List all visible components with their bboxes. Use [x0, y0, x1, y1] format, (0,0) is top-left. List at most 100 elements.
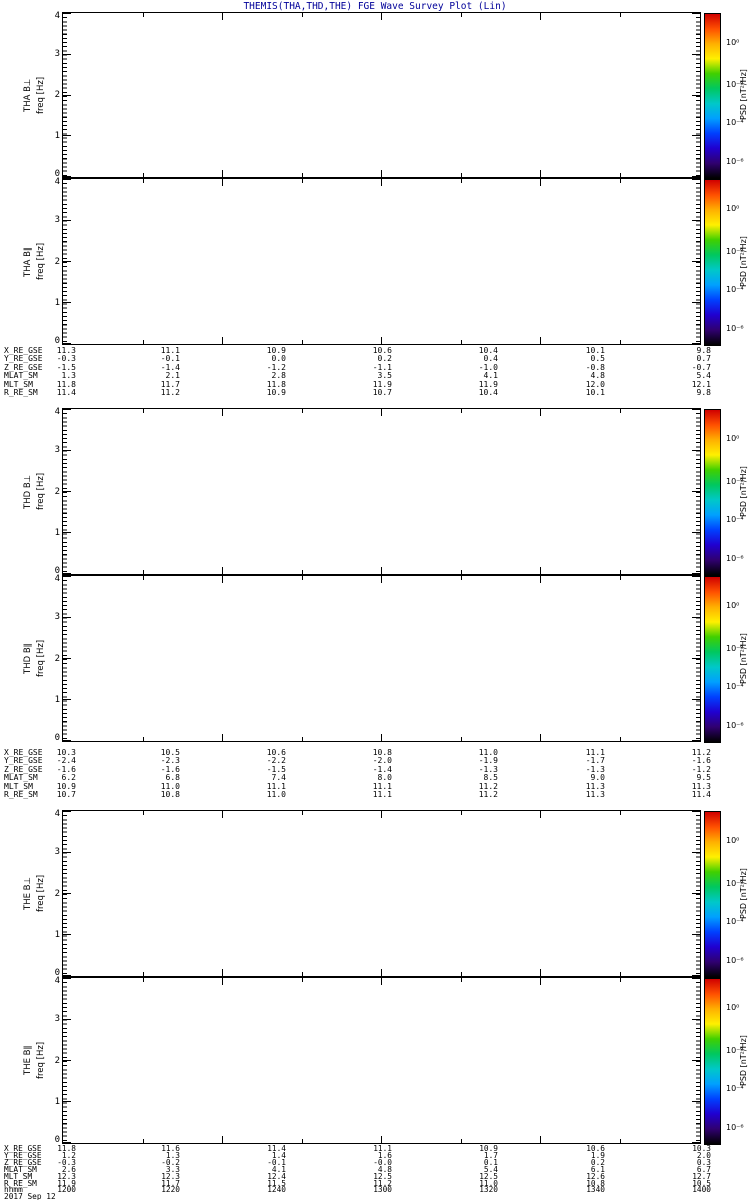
x-major-tick-bottom: [381, 969, 382, 976]
y-major-tick-left: [63, 978, 71, 979]
ephemeris-value: -1.6: [56, 764, 76, 774]
y-major-tick-left: [63, 852, 71, 853]
freq-axis-label: freq [Hz]: [36, 874, 46, 913]
ephemeris-row: Y_RE_GSE 1.2 1.3 1.4 1.6 1.7 1.9 2.0: [0, 1150, 750, 1162]
colorbar-tick-label: 10⁰: [726, 434, 740, 443]
y-major-tick-right: [692, 852, 700, 853]
colorbar-tick-label: 10⁰: [726, 1003, 740, 1012]
ephemeris-value: 12.3: [57, 1171, 76, 1181]
ephemeris-value: 10.5: [160, 748, 180, 757]
y-major-tick-right: [692, 532, 700, 533]
y-major-tick-right: [692, 302, 700, 303]
freq-axis-label: freq [Hz]: [36, 76, 46, 114]
ephemeris-value: 10.6: [372, 346, 392, 355]
colorbar-tick-label: 10⁻⁶: [726, 157, 744, 166]
x-minor-tick-top: [620, 811, 621, 815]
ephemeris-value: 6.8: [165, 773, 180, 783]
x-minor-tick-bottom: [302, 1139, 303, 1143]
ephemeris-value: -1.2: [691, 764, 711, 774]
y-major-tick-left: [63, 13, 71, 14]
x-major-tick-top: [222, 576, 223, 583]
y-tick-label: 1: [54, 1096, 60, 1107]
x-major-tick-bottom: [381, 734, 382, 741]
colorbar-tick-label: 10⁻²: [726, 247, 744, 256]
ephemeris-row-label: MLAT_SM: [4, 773, 38, 783]
ephemeris-row: MLT_SM 10.9 11.0 11.1 11.1 11.2 11.3 11.3: [0, 782, 750, 792]
ephemeris-value: 11.1: [160, 346, 180, 355]
ephemeris-value: 5.4: [483, 1164, 498, 1174]
x-minor-tick-top: [143, 409, 144, 413]
x-minor-tick-bottom: [302, 570, 303, 574]
y-major-tick-right: [692, 934, 700, 935]
freq-axis-label: freq [Hz]: [36, 1041, 46, 1080]
y-tick-label: 4: [54, 574, 60, 584]
y-major-tick-left: [63, 576, 71, 577]
ephemeris-row: MLAT_SM 6.2 6.8 7.4 8.0 8.5 9.0 9.5: [0, 773, 750, 783]
y-major-tick-left: [63, 1142, 71, 1143]
ephemeris-value: -1.7: [585, 756, 605, 766]
y-major-tick-left: [63, 343, 71, 344]
y-major-tick-right: [692, 95, 700, 96]
y-major-tick-right: [692, 54, 700, 55]
ephemeris-row: MLAT_SM 2.6 3.3 4.1 4.8 5.4 6.1 6.7: [0, 1164, 750, 1176]
ephemeris-value: 1300: [373, 1185, 392, 1195]
ephemeris-value: 12.4: [267, 1171, 286, 1181]
ephemeris-value: 10.4: [478, 388, 498, 397]
panel-name-label: THA B∥: [23, 246, 33, 277]
y-major-tick-left: [63, 409, 71, 410]
ephemeris-value: 6.1: [590, 1164, 605, 1174]
ephemeris-value: 11.0: [478, 748, 498, 757]
panel-name-label: THD B⊥: [23, 474, 33, 509]
colorbar-tick-label: 10⁻⁴: [726, 118, 744, 127]
ephemeris-value: 10.8: [586, 1178, 605, 1188]
ephemeris-value: 11.5: [267, 1178, 286, 1188]
ephemeris-value: -0.3: [57, 1157, 76, 1167]
ephemeris-value: -2.0: [372, 756, 392, 766]
x-major-tick-top: [540, 13, 541, 20]
ephemeris-value: 1.3: [165, 1150, 180, 1160]
colorbar-tick-label: 10⁻⁶: [726, 1123, 744, 1132]
x-major-tick-bottom: [222, 1136, 223, 1143]
spectrogram-panel-1: 4 3 2 1 0 THA B∥ freq [Hz] 10⁰ 10⁻² 10⁻⁴ 10⁻⁶ PSD […: [23, 177, 748, 346]
ephemeris-row: R_RE_SM 10.7 10.8 11.0 11.1 11.2 11.3 11.4: [0, 790, 750, 800]
ephemeris-row-label: X_RE_GSE: [4, 1144, 42, 1153]
y-major-tick-right: [692, 13, 700, 14]
ephemeris-row-label: Y_RE_GSE: [4, 1150, 42, 1160]
ephemeris-row-label: MLT_SM: [4, 1171, 33, 1181]
ephemeris-value: 10.1: [585, 388, 605, 397]
ephemeris-value: 2.1: [165, 371, 180, 381]
x-minor-tick-bottom: [461, 1139, 462, 1143]
x-major-tick-top: [540, 179, 541, 186]
x-minor-tick-bottom: [461, 737, 462, 741]
y-major-tick-left: [63, 491, 71, 492]
freq-axis-label: freq [Hz]: [36, 242, 46, 281]
colorbar-tick-label: 10⁻⁶: [726, 324, 744, 333]
y-tick-label: 2: [54, 486, 60, 497]
colorbar-tick-label: 10⁰: [726, 204, 740, 213]
y-tick-label: 4: [54, 976, 60, 986]
ephemeris-value: 11.2: [160, 388, 180, 397]
y-tick-label: 1: [54, 694, 60, 705]
ephemeris-value: 10.3: [692, 1144, 711, 1153]
ephemeris-value: 1.7: [483, 1150, 498, 1160]
y-tick-label: 2: [54, 90, 60, 100]
y-major-tick-right: [692, 975, 700, 976]
x-major-tick-top: [540, 811, 541, 818]
y-major-tick-right: [692, 573, 700, 574]
ephemeris-value: 10.1: [585, 346, 605, 355]
ephemeris-row-label: Y_RE_GSE: [4, 756, 43, 766]
ephemeris-value: -0.3: [56, 354, 76, 364]
x-major-tick-top: [381, 409, 382, 416]
ephemeris-value: 11.8: [56, 379, 76, 389]
ephemeris-value: -0.1: [267, 1157, 286, 1167]
y-tick-label: 0: [54, 169, 60, 179]
ephemeris-row: hhmm 1200 1220 1240 1300 1320 1340 1400: [0, 1185, 750, 1196]
y-major-tick-right: [692, 576, 700, 577]
x-major-tick-top: [381, 978, 382, 985]
ephemeris-row-label: R_RE_SM: [4, 388, 38, 397]
ephemeris-value: 10.9: [266, 388, 286, 397]
ephemeris-value: 1.2: [61, 1150, 76, 1160]
x-minor-tick-bottom: [302, 737, 303, 741]
y-tick-label: 0: [54, 1135, 60, 1145]
ephemeris-value: 5.4: [696, 371, 711, 381]
